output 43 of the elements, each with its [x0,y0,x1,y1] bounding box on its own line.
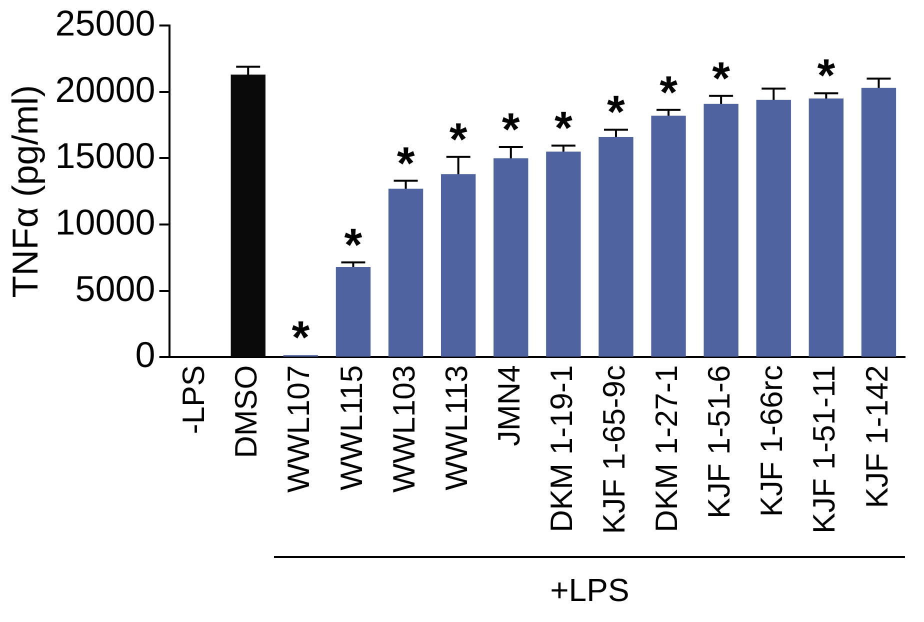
x-tick-label: WWL107 [281,365,316,493]
y-tick-label: 0 [135,334,156,376]
x-tick-label: DKM 1-19-1 [544,365,579,532]
data-label: * [292,311,310,364]
bar [598,137,634,357]
x-tick-label: DKM 1-27-1 [649,365,684,532]
x-tick-label: WWL113 [438,365,474,490]
data-label: * [396,136,415,189]
bar [546,152,581,357]
x-tick-label: WWL103 [386,365,422,493]
bar [336,266,371,357]
data-label: * [344,218,362,270]
x-tick-label: KJF 1-65-9c [596,365,632,534]
data-label: * [660,66,678,118]
y-tick-label: 20000 [55,68,156,110]
bar [704,104,738,357]
y-tick-label: 5000 [75,268,156,309]
bar [808,98,844,357]
y-tick-label: 10000 [55,201,156,242]
bar [440,174,476,357]
bar [388,188,424,357]
data-label: * [817,49,836,102]
bar [756,100,791,357]
y-tick-label: 15000 [55,135,156,176]
bar [494,158,528,357]
x-tick-label: DMSO [228,365,264,458]
x-tick-label: -LPS [176,365,212,434]
data-label: * [712,52,730,104]
data-label: * [554,102,572,154]
text: +LPS [550,572,630,608]
x-tick-label: WWL115 [334,365,369,490]
x-tick-label: KJF 1-142 [859,365,894,508]
data-label: * [607,86,626,138]
bar [861,88,896,357]
y-axis-title: TNFα (pg/ml) [4,84,46,298]
bar [651,116,686,357]
data-label: * [502,102,520,155]
data-label: * [449,112,468,165]
x-tick-label: KJF 1-51-6 [702,365,737,519]
x-tick-label: JMN4 [491,365,526,446]
x-tick-label: KJF 1-51-11 [806,365,842,534]
y-tick-label: 25000 [55,2,156,44]
x-tick-label: KJF 1-66rc [754,365,790,517]
